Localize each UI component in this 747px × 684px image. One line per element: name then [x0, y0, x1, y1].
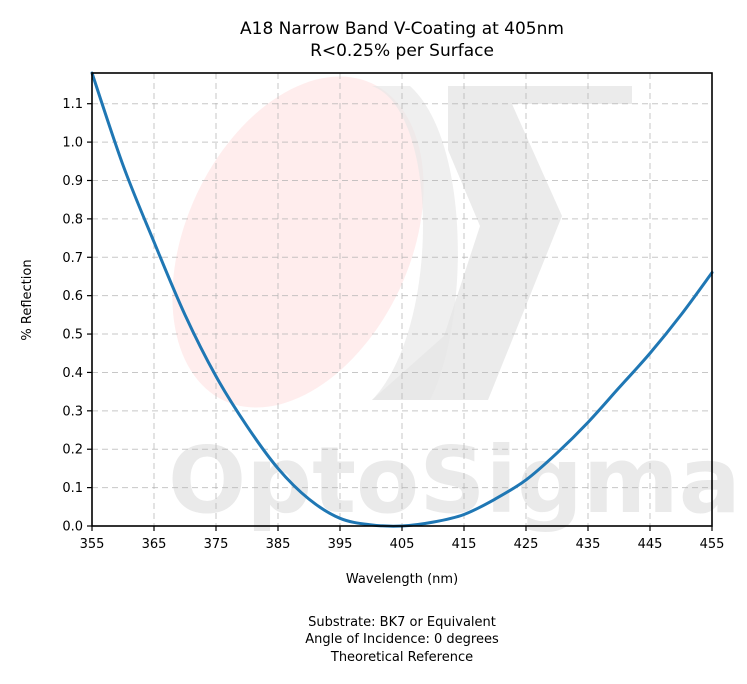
x-axis-label: Wavelength (nm) [346, 572, 458, 587]
watermark-logo: OptoSigma [168, 76, 741, 534]
y-tick-label: 0.7 [62, 251, 83, 266]
x-tick-label: 395 [328, 537, 353, 552]
x-tick-label: 385 [266, 537, 291, 552]
x-tick-label: 445 [638, 537, 663, 552]
chart-subtitle: R<0.25% per Surface [310, 41, 494, 61]
watermark-sigma-shape [372, 86, 632, 400]
y-tick-label: 0.6 [62, 289, 83, 304]
chart-title: A18 Narrow Band V-Coating at 405nm [240, 19, 564, 39]
footnote-angle: Angle of Incidence: 0 degrees [305, 632, 499, 647]
y-tick-label: 0.9 [62, 174, 83, 189]
watermark-red-ellipse [172, 76, 424, 408]
footnote-substrate: Substrate: BK7 or Equivalent [308, 615, 496, 630]
x-tick-label: 375 [204, 537, 229, 552]
y-tick-label: 0.5 [62, 328, 83, 343]
y-tick-label: 0.4 [62, 366, 83, 381]
y-tick-label: 0.1 [62, 481, 83, 496]
y-axis: 0.0 0.1 0.2 0.3 0.4 0.5 0.6 0.7 0.8 0.9 1.0 1.1 [62, 97, 92, 535]
y-tick-label: 1.1 [62, 97, 83, 112]
x-tick-label: 405 [390, 537, 415, 552]
grid [92, 73, 712, 526]
x-axis: 355 365 375 385 395 405 415 425 435 445 455 [80, 526, 725, 552]
y-axis-label: % Reflection [20, 259, 35, 340]
x-tick-label: 355 [80, 537, 105, 552]
y-tick-label: 0.3 [62, 404, 83, 419]
y-tick-label: 0.0 [62, 520, 83, 535]
footnote-reference: Theoretical Reference [330, 650, 473, 665]
x-tick-label: 415 [452, 537, 477, 552]
y-tick-label: 1.0 [62, 136, 83, 151]
y-tick-label: 0.2 [62, 443, 83, 458]
x-tick-label: 455 [700, 537, 725, 552]
x-tick-label: 435 [576, 537, 601, 552]
y-tick-label: 0.8 [62, 212, 83, 227]
x-tick-label: 365 [142, 537, 167, 552]
x-tick-label: 425 [514, 537, 539, 552]
watermark-crescent-shape [372, 86, 458, 400]
